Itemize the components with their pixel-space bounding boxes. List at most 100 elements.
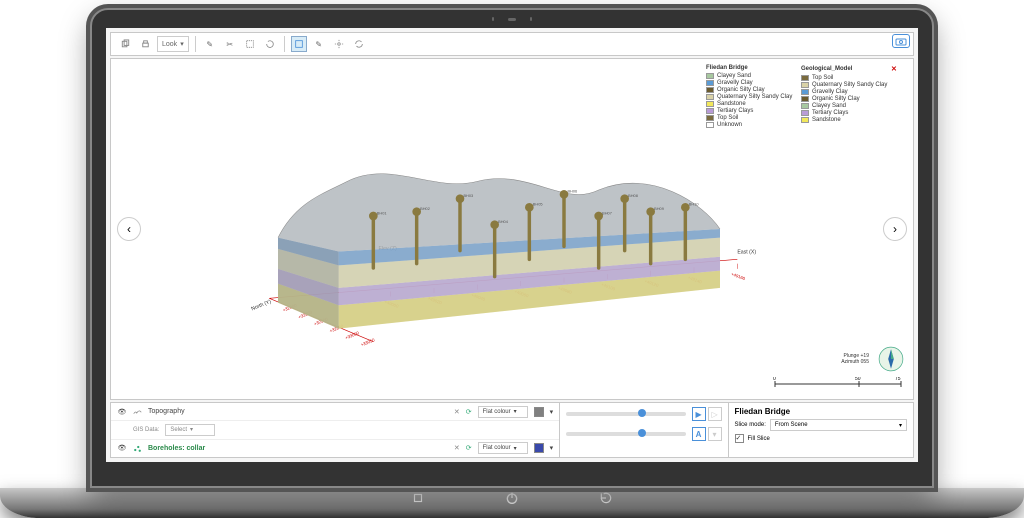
colour-mode-dropdown[interactable]: Flat colour▾ [478, 442, 528, 454]
svg-text:+33000: +33000 [344, 330, 360, 340]
reload-icon[interactable]: ⟳ [466, 408, 472, 416]
text-options-button[interactable]: ▾ [708, 427, 722, 441]
play-button[interactable]: ▶ [692, 407, 706, 421]
svg-text:BH05: BH05 [533, 202, 543, 207]
layer-list: 👁 Topography ✕ ⟳ Flat colour▾ ▾ GIS Data… [111, 403, 560, 457]
legend-item: Gravelly Clay [801, 89, 899, 95]
legend-swatch [706, 80, 714, 86]
svg-text:+33050: +33050 [360, 337, 376, 347]
chevron-down-icon: ▾ [180, 40, 184, 48]
remove-icon[interactable]: ✕ [454, 444, 460, 452]
legend-item: Organic Silty Clay [706, 87, 798, 93]
properties-panel: 👁 Topography ✕ ⟳ Flat colour▾ ▾ GIS Data… [110, 402, 914, 458]
back-os-button[interactable] [406, 490, 430, 506]
chevron-down-icon[interactable]: ▾ [550, 444, 554, 452]
tool-box-icon[interactable] [291, 36, 307, 52]
tool-select-icon[interactable] [242, 36, 258, 52]
view-orientation-text: Plunge +19 Azimuth 055 [841, 353, 869, 365]
svg-text:BH03: BH03 [463, 193, 473, 198]
legend-swatch [801, 89, 809, 95]
legend-b-title: Geological_Model [801, 66, 852, 72]
svg-text:BH07: BH07 [602, 210, 612, 215]
legend-label: Clayey Sand [717, 73, 751, 79]
laptop-camera-strip [492, 16, 532, 22]
recent-os-button[interactable] [594, 490, 618, 506]
legend-label: Organic Silty Clay [717, 87, 765, 93]
chevron-left-icon: ‹ [127, 222, 131, 236]
fill-slice-label: Fill Slice [748, 436, 770, 442]
laptop-frame: Look ▾ ✎ ✂ ✎ ‹ › Fliedan Bridge Clayey S [90, 8, 934, 488]
legend-label: Gravelly Clay [717, 80, 753, 86]
main-toolbar: Look ▾ ✎ ✂ ✎ [110, 32, 914, 56]
layer-name: Boreholes: collar [148, 445, 238, 452]
svg-text:BH08: BH08 [628, 193, 638, 198]
chevron-right-icon: › [893, 222, 897, 236]
legend-swatch [706, 87, 714, 93]
svg-text:+49160: +49160 [730, 271, 746, 281]
legend-item: Clayey Sand [706, 73, 798, 79]
slice-title: Fliedan Bridge [735, 407, 907, 416]
skip-button[interactable]: ▷ [708, 407, 722, 421]
svg-text:75: 75 [895, 377, 901, 382]
svg-text:0: 0 [773, 377, 776, 382]
eye-icon[interactable]: 👁 [117, 444, 127, 452]
copy-icon[interactable] [117, 36, 133, 52]
3d-viewport[interactable]: ‹ › Fliedan Bridge Clayey SandGravelly C… [110, 58, 914, 400]
chevron-down-icon[interactable]: ▾ [550, 408, 554, 416]
colour-swatch[interactable] [534, 407, 544, 417]
svg-text:BH01: BH01 [377, 210, 387, 215]
remove-icon[interactable]: ✕ [454, 408, 460, 416]
svg-text:BH04: BH04 [498, 219, 509, 224]
tool-rotate-icon[interactable] [262, 36, 278, 52]
power-os-button[interactable] [500, 490, 524, 506]
svg-text:North (Y): North (Y) [251, 299, 273, 313]
eye-icon[interactable]: 👁 [117, 408, 127, 416]
colour-mode-dropdown[interactable]: Flat colour▾ [478, 406, 528, 418]
svg-text:BH06: BH06 [567, 189, 577, 194]
colour-swatch[interactable] [534, 443, 544, 453]
opacity-slider[interactable] [566, 412, 685, 416]
geological-model: +49000+49020+49040+49060+49080+49100+491… [171, 99, 853, 359]
tool-refresh-icon[interactable] [351, 36, 367, 52]
tool-brush-icon[interactable]: ✎ [311, 36, 327, 52]
model-svg: +49000+49020+49040+49060+49080+49100+491… [171, 99, 853, 359]
slice-mode-dropdown[interactable]: From Scene▾ [770, 419, 907, 431]
tool-gear-icon[interactable] [331, 36, 347, 52]
scale-bar: 0 50 75 [773, 377, 903, 391]
app-screen: Look ▾ ✎ ✂ ✎ ‹ › Fliedan Bridge Clayey S [106, 28, 918, 462]
print-icon[interactable] [137, 36, 153, 52]
surface-icon [133, 407, 142, 416]
legend-item: Gravelly Clay [706, 80, 798, 86]
slice-mode-label: Slice mode: [735, 422, 766, 428]
legend-label: Top Soil [812, 75, 833, 81]
layer-row-topography[interactable]: 👁 Topography ✕ ⟳ Flat colour▾ ▾ [111, 403, 559, 421]
look-label: Look [162, 41, 177, 48]
azimuth-text: Azimuth 055 [841, 359, 869, 365]
gis-select-dropdown[interactable]: Select▾ [165, 424, 215, 436]
gis-data-row: GIS Data: Select▾ [111, 421, 559, 439]
legend-label: Gravelly Clay [812, 89, 848, 95]
tool-edit-icon[interactable]: ✎ [202, 36, 218, 52]
next-view-button[interactable]: › [883, 217, 907, 241]
text-toggle-button[interactable]: A [692, 427, 706, 441]
legend-swatch [706, 73, 714, 79]
svg-text:50: 50 [855, 377, 861, 382]
svg-text:East (X): East (X) [737, 249, 756, 255]
layer-name: Topography [148, 408, 238, 415]
size-slider[interactable] [566, 432, 685, 436]
legend-close-icon[interactable]: ✕ [891, 65, 899, 73]
svg-text:BH02: BH02 [420, 206, 430, 211]
fill-slice-checkbox[interactable] [735, 434, 744, 443]
layer-row-boreholes[interactable]: 👁 Boreholes: collar ✕ ⟳ Flat colour▾ ▾ [111, 440, 559, 457]
screenshot-button[interactable] [892, 34, 910, 48]
points-icon [133, 444, 142, 453]
svg-text:BH09: BH09 [654, 206, 664, 211]
prev-view-button[interactable]: ‹ [117, 217, 141, 241]
tool-cut-icon[interactable]: ✂ [222, 36, 238, 52]
slice-panel: Fliedan Bridge Slice mode: From Scene▾ F… [729, 403, 913, 457]
legend-label: Quaternary Silty Sandy Clay [812, 82, 887, 88]
compass-icon[interactable] [877, 345, 905, 373]
laptop-base [0, 488, 1024, 518]
look-dropdown[interactable]: Look ▾ [157, 36, 189, 52]
reload-icon[interactable]: ⟳ [466, 444, 472, 452]
